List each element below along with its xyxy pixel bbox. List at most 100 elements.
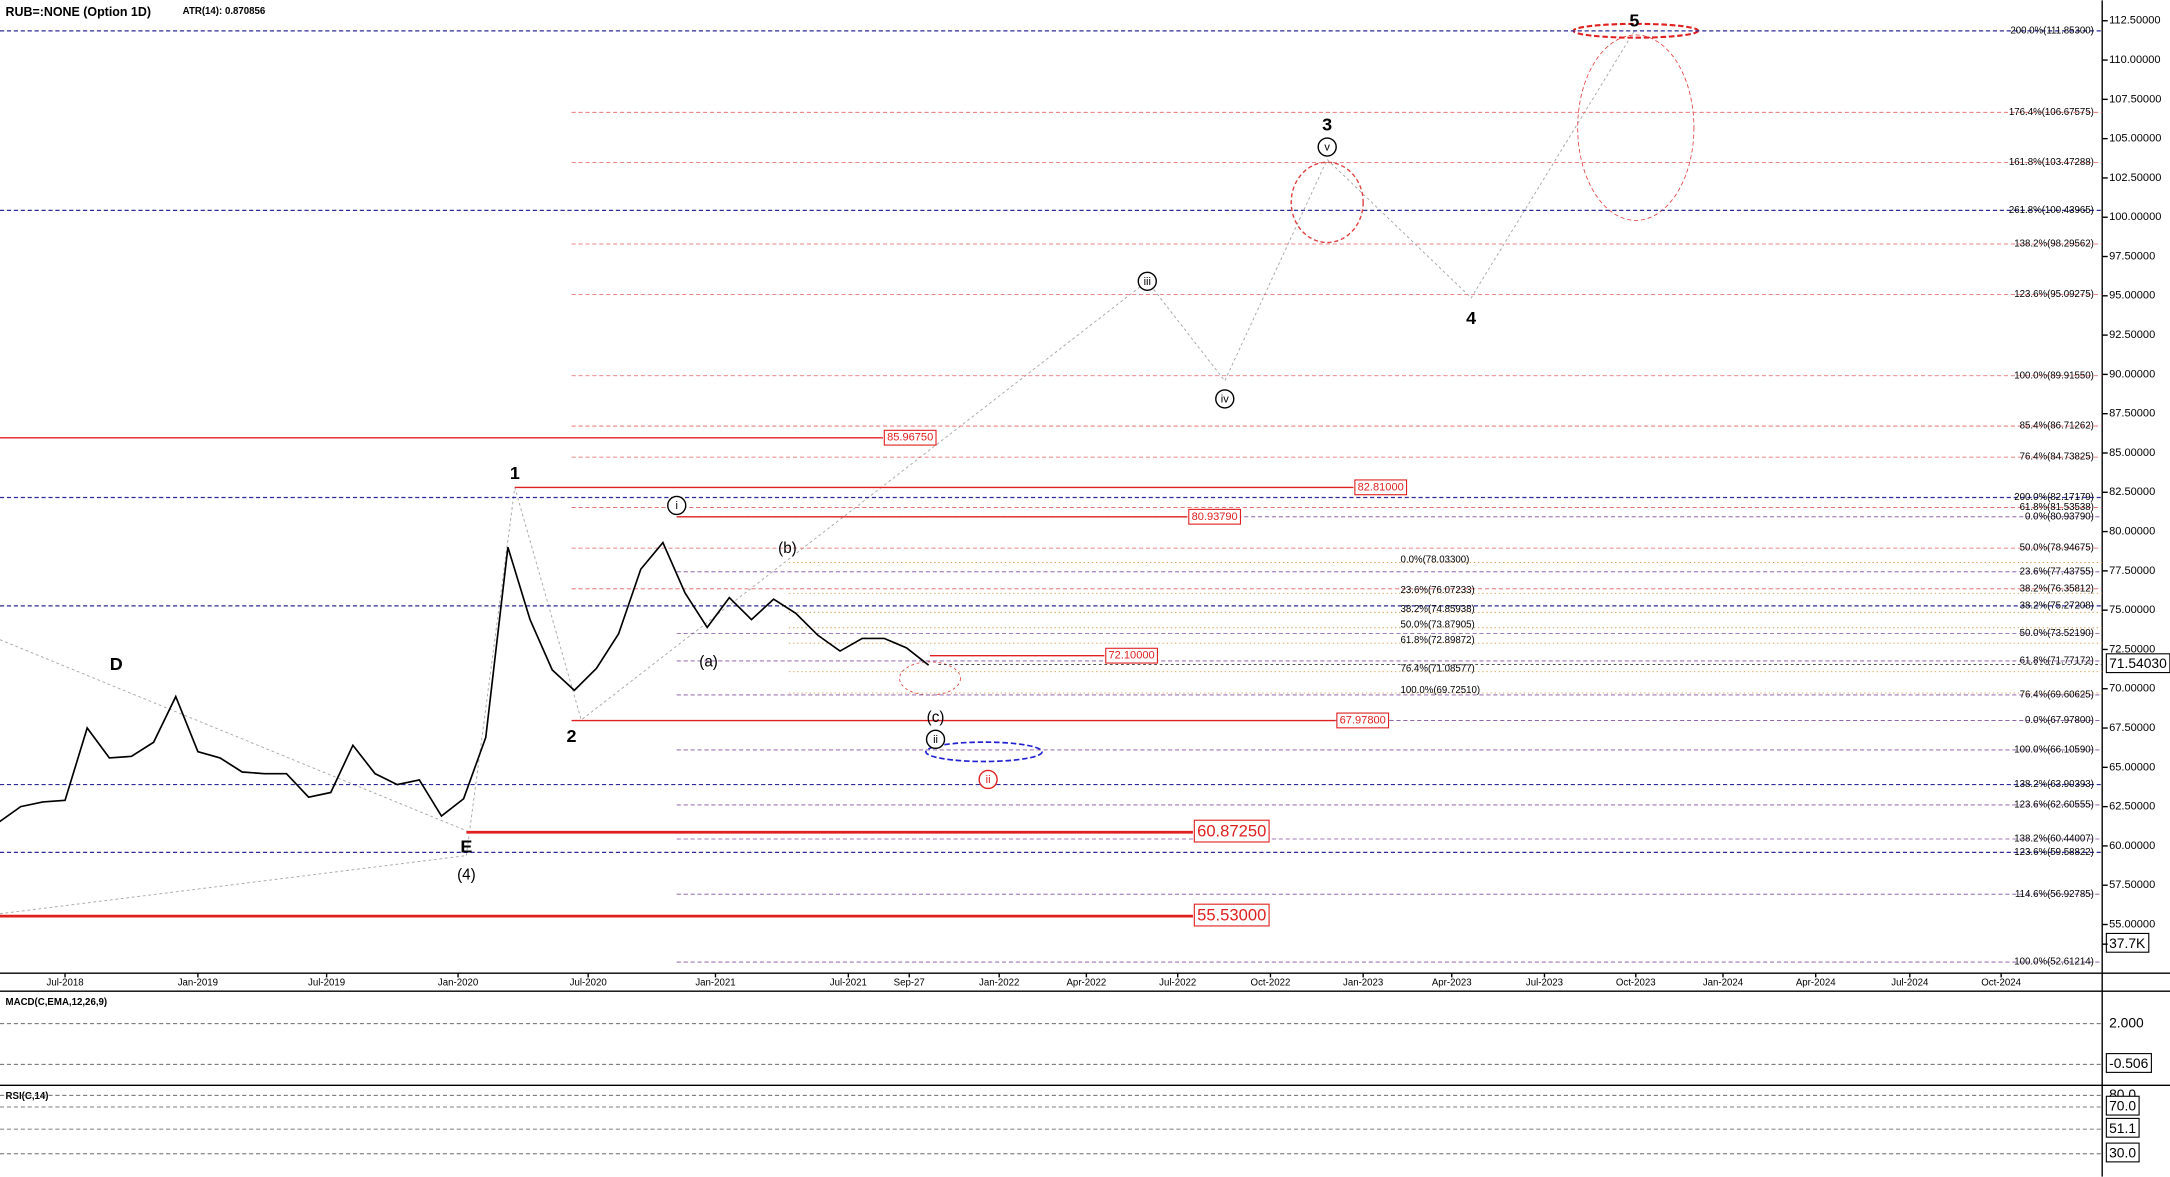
fib-label: 123.6%(59.58822) [2014, 847, 2094, 858]
fib-label: 38.2%(75.27208) [2020, 600, 2094, 611]
wave-circle [978, 769, 998, 790]
wave-circle [667, 495, 687, 516]
volume-tick-label: 37.7K [2109, 935, 2146, 951]
y-tick-label: 55.00000 [2109, 918, 2155, 930]
wave-label: 4 [1466, 308, 1476, 328]
wave-circle [925, 729, 946, 750]
y-tick-label: 2.000 [2109, 1014, 2144, 1030]
y-tick-label: 87.50000 [2109, 408, 2155, 420]
y-tick-label: 51.1 [2109, 1120, 2136, 1136]
x-tick-label: Jan-2021 [695, 977, 735, 988]
retracement-label: 23.6%(76.07233) [1401, 585, 1475, 596]
wave-circle [1215, 389, 1235, 409]
fib-label: 161.8%(103.47288) [2009, 157, 2094, 168]
y-tick-label: 95.00000 [2109, 290, 2155, 302]
wave-label: 5 [1629, 11, 1639, 31]
projection [0, 30, 1635, 915]
y-tick-label: 107.50000 [2109, 93, 2161, 105]
wave-label: (b) [778, 540, 797, 557]
x-tick-label: Apr-2024 [1796, 977, 1836, 988]
y-tick-label: 30.0 [2109, 1144, 2136, 1160]
fib-label: 114.6%(56.92785) [2015, 889, 2094, 900]
label-box [2105, 1095, 2140, 1116]
y-tick-label: 72.50000 [2109, 643, 2155, 655]
fib-label: 200.0%(82.17179) [2014, 492, 2094, 503]
y-tick-label: 110.00000 [2109, 54, 2160, 66]
wave-label: i [676, 500, 678, 512]
x-tick-label: Oct-2024 [1981, 977, 2021, 988]
fib-label: 0.0%(80.93790) [2025, 511, 2094, 522]
x-tick-label: Jul-2022 [1159, 977, 1196, 988]
y-tick-label: 80.00000 [2109, 525, 2155, 537]
target-zone [1290, 161, 1364, 244]
fib-label: 123.6%(95.09275) [2014, 289, 2094, 300]
price-box-label: 55.53000 [1197, 906, 1266, 925]
trendline [0, 639, 467, 832]
price-box-label: 60.87250 [1197, 822, 1266, 841]
fib-label: 200.0%(111.85300) [2010, 25, 2094, 36]
fib-label: 76.4%(84.73825) [2020, 452, 2094, 463]
price-box-label: 82.81000 [1358, 481, 1404, 493]
x-tick-label: Sep-27 [894, 977, 925, 988]
x-tick-label: Apr-2022 [1066, 977, 1106, 988]
label-box [1336, 712, 1390, 729]
retracement-label: 76.4%(71.08577) [1401, 663, 1475, 674]
fib-label: 138.2%(60.44007) [2014, 834, 2094, 845]
fib-label: 76.4%(69.60625) [2020, 689, 2094, 700]
y-tick-label: 97.50000 [2109, 250, 2155, 262]
wave-label: iii [1144, 276, 1151, 288]
fib-label: 138.2%(98.29562) [2014, 239, 2094, 250]
y-tick-label: 90.00000 [2109, 368, 2155, 380]
fib-label: 50.0%(73.52190) [2020, 628, 2094, 639]
x-tick-label: Jan-2022 [979, 977, 1019, 988]
price-box-label: 85.96750 [887, 432, 933, 444]
fib-label: 261.8%(100.43965) [2009, 205, 2094, 216]
wave-label: (4) [457, 867, 476, 884]
x-tick-label: Jul-2020 [570, 977, 607, 988]
macd-title: MACD(C,EMA,12,26,9) [6, 997, 108, 1008]
wave-circle [1137, 271, 1157, 291]
fib-label: 123.6%(62.60555) [2014, 800, 2094, 811]
x-tick-label: Jan-2024 [1703, 977, 1744, 988]
y-tick-label: 67.50000 [2109, 722, 2155, 734]
x-tick-label: Oct-2022 [1251, 977, 1291, 988]
wave-label: iv [1221, 394, 1229, 406]
label-box [2105, 932, 2150, 953]
label-box [1193, 903, 1270, 927]
wave-label: 2 [567, 726, 577, 746]
wave-label: (a) [699, 654, 718, 671]
y-tick-label: 112.50000 [2109, 15, 2160, 27]
fib-label: 0.0%(67.97800) [2025, 715, 2094, 726]
y-tick-label: 85.00000 [2109, 447, 2155, 459]
target-zone [899, 661, 961, 696]
y-tick-label: 77.50000 [2109, 565, 2155, 577]
indicator-label: ATR(14): 0.870856 [183, 6, 266, 17]
price-line [0, 540, 930, 823]
wave-label: E [460, 837, 472, 857]
y-tick-label: 105.00000 [2109, 133, 2161, 145]
y-tick-label: 82.50000 [2109, 486, 2155, 498]
fib-label: 50.0%(78.94675) [2020, 543, 2094, 554]
label-box [883, 429, 937, 446]
y-tick-label: 60.00000 [2109, 840, 2155, 852]
retracement-label: 50.0%(73.87905) [1401, 620, 1475, 631]
wave-label: 3 [1322, 114, 1332, 134]
rsi-title: RSI(C,14) [6, 1091, 49, 1102]
fib-label: 61.8%(81.53538) [2020, 502, 2094, 513]
x-tick-label: Jan-2023 [1343, 977, 1383, 988]
wave-label: (c) [927, 709, 945, 726]
chart-title: RUB=:NONE (Option 1D) [6, 5, 151, 19]
x-tick-label: Apr-2023 [1432, 977, 1472, 988]
price-box-label: 67.97800 [1340, 714, 1386, 726]
label-box [2105, 1117, 2140, 1138]
fib-label: 61.8%(71.77172) [2020, 655, 2094, 666]
label-box [2105, 1142, 2140, 1163]
wave-label: D [110, 654, 123, 674]
y-tick-label: 75.00000 [2109, 604, 2155, 616]
fib-label: 100.0%(89.91550) [2014, 370, 2094, 381]
x-tick-label: Jul-2024 [1891, 977, 1929, 988]
trendline [0, 855, 467, 915]
wave-label: v [1324, 142, 1330, 154]
